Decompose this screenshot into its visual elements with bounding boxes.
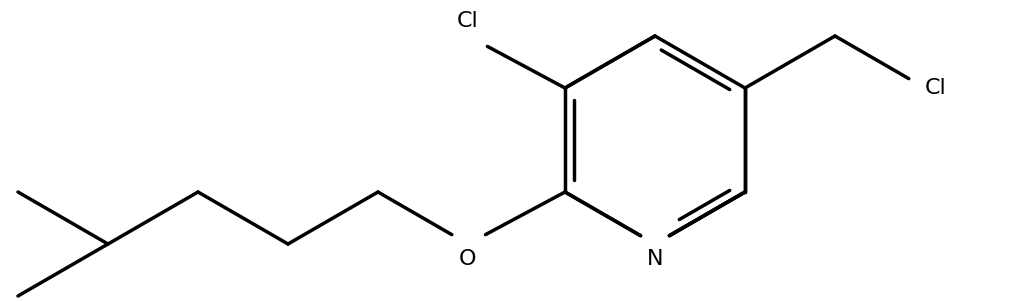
Text: N: N bbox=[647, 249, 663, 269]
Text: Cl: Cl bbox=[925, 78, 947, 98]
Text: O: O bbox=[459, 249, 477, 269]
Text: Cl: Cl bbox=[457, 11, 479, 31]
